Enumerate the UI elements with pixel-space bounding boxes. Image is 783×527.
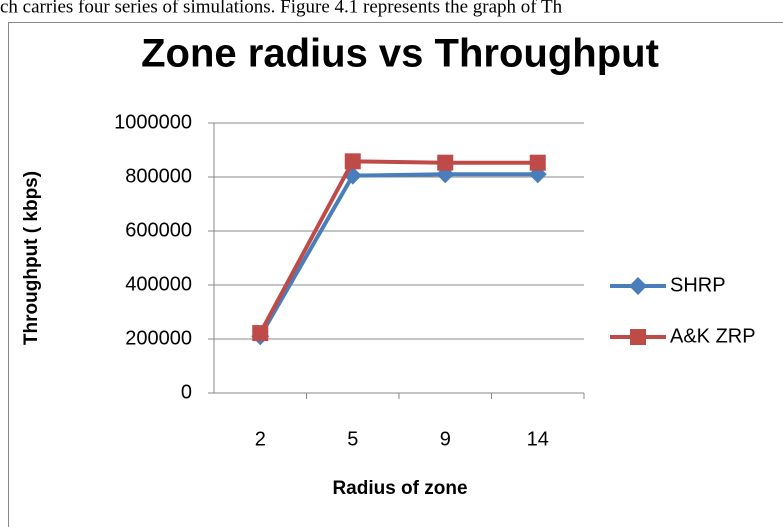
- series-line: [258, 159, 538, 335]
- legend-marker: [630, 329, 646, 345]
- point: [344, 153, 361, 170]
- y-tick-label: 0: [181, 381, 192, 403]
- x-tick-label: 9: [440, 428, 451, 450]
- chart-frame: [8, 22, 783, 527]
- legend-label: A&K ZRP: [670, 325, 756, 347]
- chart-title: Zone radius vs Throughput: [141, 32, 659, 76]
- y-tick-label: 800000: [125, 165, 192, 187]
- legend-label: SHRP: [670, 274, 726, 296]
- y-tick-label: 1000000: [114, 111, 192, 133]
- y-tick-label: 600000: [125, 219, 192, 241]
- point: [529, 154, 546, 171]
- point: [437, 154, 454, 171]
- y-tick-label: 400000: [125, 273, 192, 295]
- legend-marker: [629, 277, 647, 295]
- series-line: [258, 172, 538, 338]
- x-tick-label: 14: [527, 428, 549, 450]
- y-tick-label: 200000: [125, 327, 192, 349]
- body-text: ch carries four series of simulations. F…: [0, 0, 563, 17]
- y-axis-label: Throughput ( kbps): [21, 171, 42, 345]
- x-axis-label: Radius of zone: [332, 478, 467, 499]
- point: [252, 325, 269, 342]
- x-tick-label: 2: [255, 428, 266, 450]
- x-tick-label: 5: [347, 428, 358, 450]
